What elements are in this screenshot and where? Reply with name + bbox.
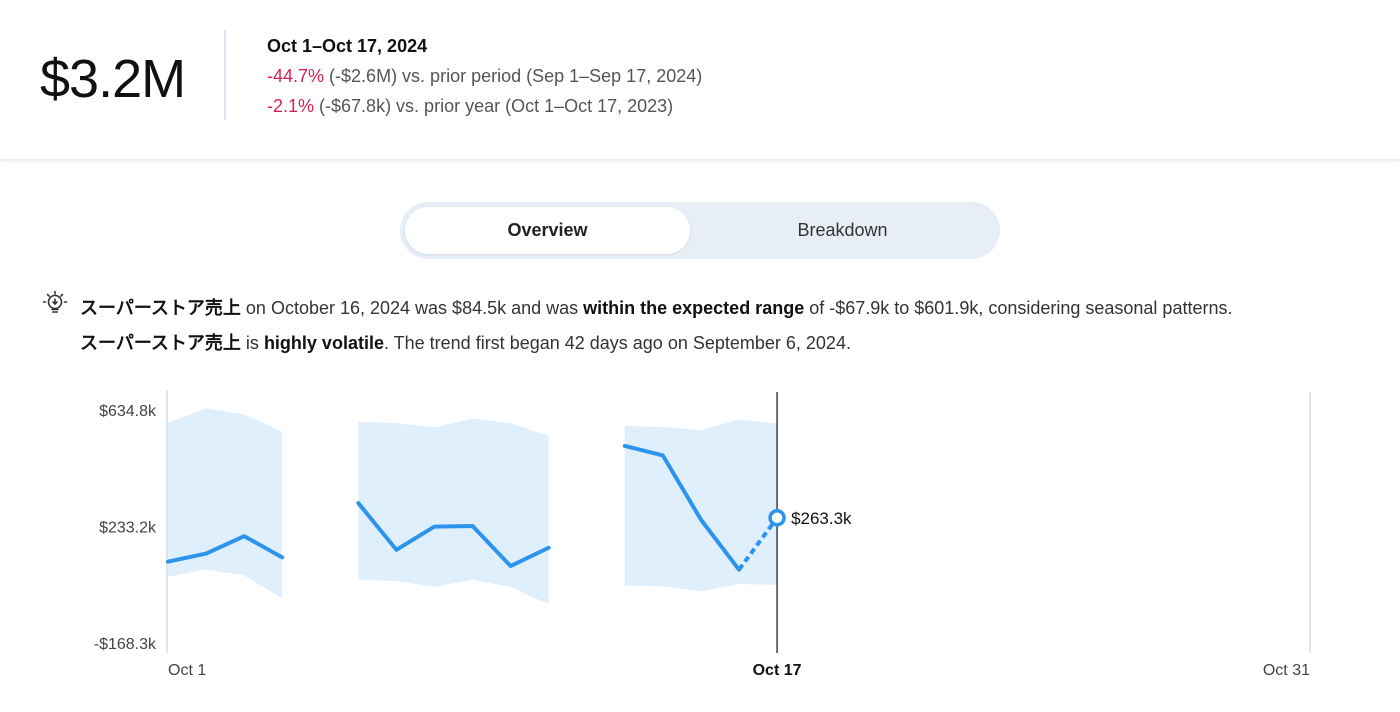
prior-year-detail: (-$67.8k) vs. prior year (Oct 1–Oct 17, …: [314, 96, 674, 116]
prior-year-pct: -2.1%: [267, 96, 315, 116]
insight-emphasis: highly volatile: [263, 333, 384, 353]
y-tick-label: $634.8k: [99, 403, 157, 420]
prior-year-comparison: -2.1% (-$67.8k) vs. prior year (Oct 1–Oc…: [267, 96, 673, 117]
forecast-line: [737, 516, 779, 571]
tab-breakdown[interactable]: Breakdown: [797, 220, 888, 240]
period-label: Oct 1–Oct 17, 2024: [267, 36, 428, 56]
series-line: [356, 501, 551, 569]
prior-period-pct: -44.7%: [267, 66, 325, 86]
trend-chart: $634.8k $233.2k -$168.3k $263.3k Oct 1 Oct 17…: [94, 390, 1311, 679]
y-tick-label: -$168.3k: [94, 636, 157, 653]
x-tick-label: Oct 1: [168, 662, 206, 679]
summary-card: $3.2M Oct 1–Oct 17, 2024 -44.7% (-$2.6M)…: [0, 0, 1400, 161]
x-tick-label: Oct 31: [1263, 662, 1310, 679]
series-line: [166, 534, 285, 564]
insight-line-2: スーパーストア売上 is highly volatile. The trend …: [80, 329, 851, 355]
insight-text: . The trend first began 42 days ago on S…: [383, 333, 851, 353]
insight-line-1: スーパーストア売上 on October 16, 2024 was $84.5k…: [80, 294, 1232, 320]
expected-range-band: [168, 408, 283, 599]
series-line: [622, 443, 741, 572]
total-value: $3.2M: [40, 49, 186, 109]
expected-range-band: [358, 418, 549, 605]
x-tick-label: Oct 17: [753, 662, 802, 679]
prior-period-detail: (-$2.6M) vs. prior period (Sep 1–Sep 17,…: [324, 66, 703, 86]
expected-range-band: [624, 419, 778, 592]
insight-emphasis: within the expected range: [583, 298, 805, 318]
lightbulb-icon: [42, 290, 68, 313]
insight-text: on October 16, 2024 was $84.5k and was: [240, 298, 584, 318]
metric-name: スーパーストア売上: [80, 333, 241, 353]
tab-overview[interactable]: Overview: [405, 207, 690, 254]
metric-name: スーパーストア売上: [80, 298, 241, 318]
last-point-marker: [768, 509, 786, 527]
prior-period-comparison: -44.7% (-$2.6M) vs. prior period (Sep 1–…: [267, 66, 702, 87]
last-value-label: $263.3k: [791, 509, 852, 528]
summary-divider: [224, 30, 226, 120]
insight-text: is: [240, 333, 264, 353]
insight-text: of -$67.9k to $601.9k, considering seaso…: [804, 298, 1233, 318]
view-tabs: Overview Breakdown: [400, 202, 1000, 259]
y-tick-label: $233.2k: [99, 520, 157, 537]
